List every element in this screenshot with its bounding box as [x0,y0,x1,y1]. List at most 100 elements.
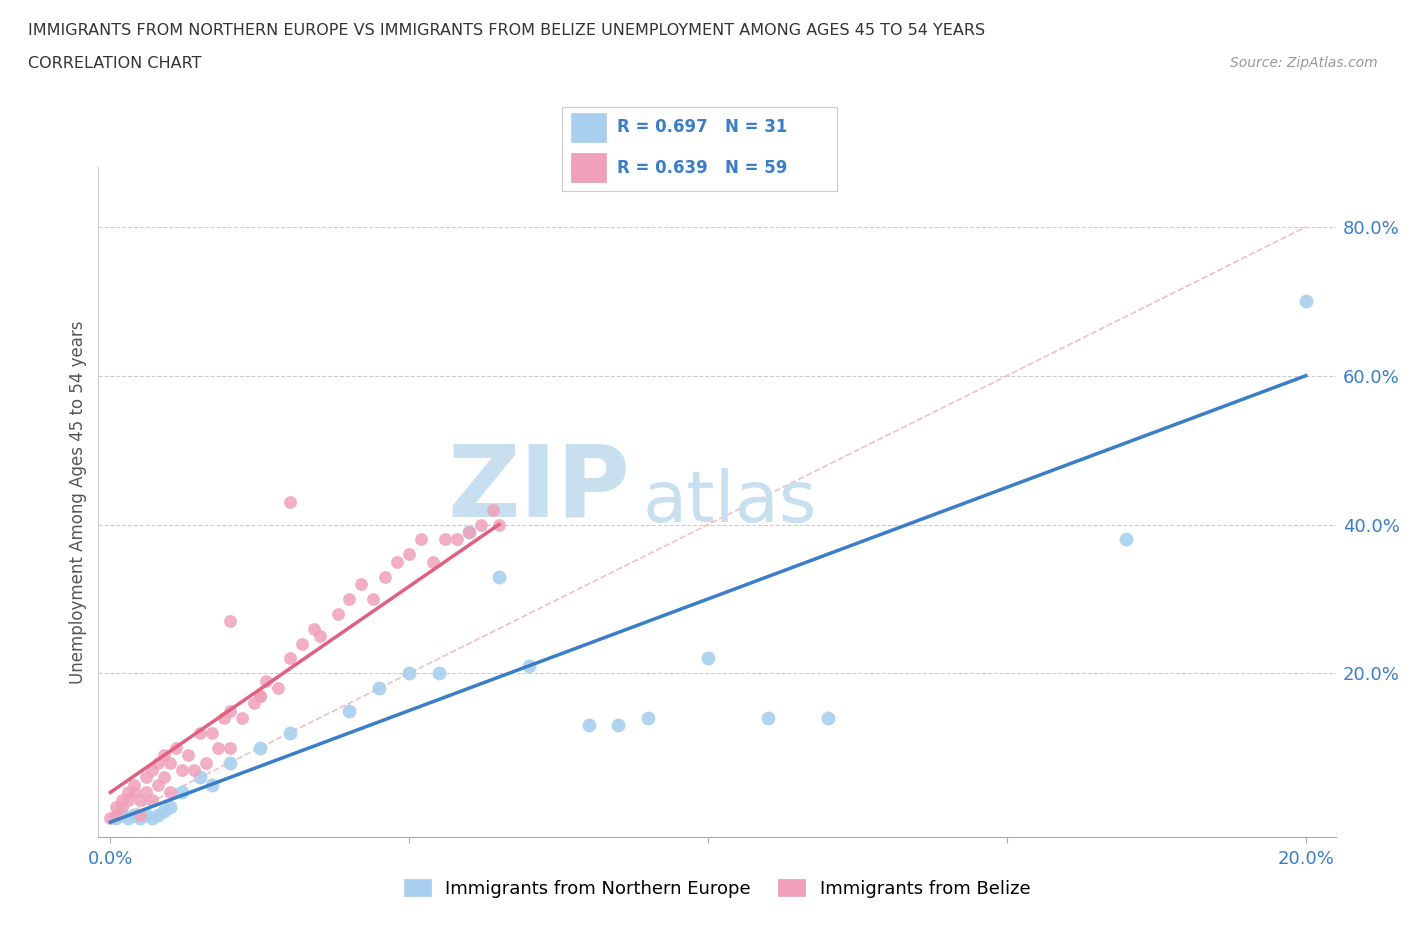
Point [135,770,157,785]
Point [446,532,468,547]
Point [398,666,420,681]
Point [278,651,301,666]
Point [817,711,839,725]
Point [135,807,157,822]
Point [141,811,163,826]
Point [129,807,152,822]
Point [697,651,720,666]
Point [249,740,271,755]
Point [578,718,600,733]
Point [105,800,128,815]
Point [249,688,271,703]
Point [141,763,163,777]
Point [148,807,170,822]
Point [201,725,224,740]
Text: R = 0.639   N = 59: R = 0.639 N = 59 [617,159,787,177]
Point [195,755,218,770]
Point [219,703,242,718]
Point [153,804,176,818]
Point [124,785,146,800]
Point [105,807,128,822]
Point [135,785,157,800]
Point [129,792,152,807]
Point [434,532,457,547]
Point [278,495,301,510]
Point [153,748,176,763]
Bar [571,113,606,142]
Point [212,711,235,725]
Point [637,711,659,725]
Bar [571,153,606,182]
Text: Source: ZipAtlas.com: Source: ZipAtlas.com [1230,56,1378,70]
Point [100,811,122,826]
Point [117,792,139,807]
Text: atlas: atlas [643,468,817,537]
Point [302,621,325,636]
Point [159,755,181,770]
Point [153,770,176,785]
Point [219,740,242,755]
Text: CORRELATION CHART: CORRELATION CHART [28,56,201,71]
Point [350,577,373,591]
Point [172,785,194,800]
Text: R = 0.697   N = 31: R = 0.697 N = 31 [617,118,787,137]
Point [458,525,481,539]
Point [291,636,314,651]
Point [387,554,409,569]
Point [159,800,181,815]
Point [339,703,361,718]
Point [207,740,229,755]
Point [111,800,134,815]
Point [339,591,361,606]
Point [1295,294,1317,309]
Point [458,525,481,539]
Point [756,711,779,725]
Y-axis label: Unemployment Among Ages 45 to 54 years: Unemployment Among Ages 45 to 54 years [69,321,87,684]
Point [488,517,510,532]
Point [124,807,146,822]
Point [1115,532,1137,547]
Point [165,740,187,755]
Point [124,777,146,792]
Point [254,673,277,688]
Point [188,725,211,740]
Point [607,718,630,733]
Point [219,614,242,629]
Point [117,811,139,826]
Point [427,666,450,681]
Point [308,629,330,644]
Legend: Immigrants from Northern Europe, Immigrants from Belize: Immigrants from Northern Europe, Immigra… [396,872,1038,905]
Point [363,591,385,606]
Point [267,681,290,696]
Point [111,792,134,807]
Point [183,763,205,777]
Point [141,792,163,807]
Point [129,811,152,826]
Point [188,770,211,785]
Text: IMMIGRANTS FROM NORTHERN EUROPE VS IMMIGRANTS FROM BELIZE UNEMPLOYMENT AMONG AGE: IMMIGRANTS FROM NORTHERN EUROPE VS IMMIG… [28,23,986,38]
Point [482,502,505,517]
Point [243,696,266,711]
Point [398,547,420,562]
Point [517,658,540,673]
Point [231,711,253,725]
Point [326,606,349,621]
Point [159,785,181,800]
Point [172,763,194,777]
Point [470,517,492,532]
Point [219,755,242,770]
Point [111,807,134,822]
Point [374,569,396,584]
Point [177,748,200,763]
Point [148,777,170,792]
Point [368,681,391,696]
Point [249,688,271,703]
Text: ZIP: ZIP [447,440,630,538]
Point [148,755,170,770]
Point [105,811,128,826]
Point [278,725,301,740]
Point [201,777,224,792]
Point [117,785,139,800]
Point [422,554,444,569]
Point [488,569,510,584]
